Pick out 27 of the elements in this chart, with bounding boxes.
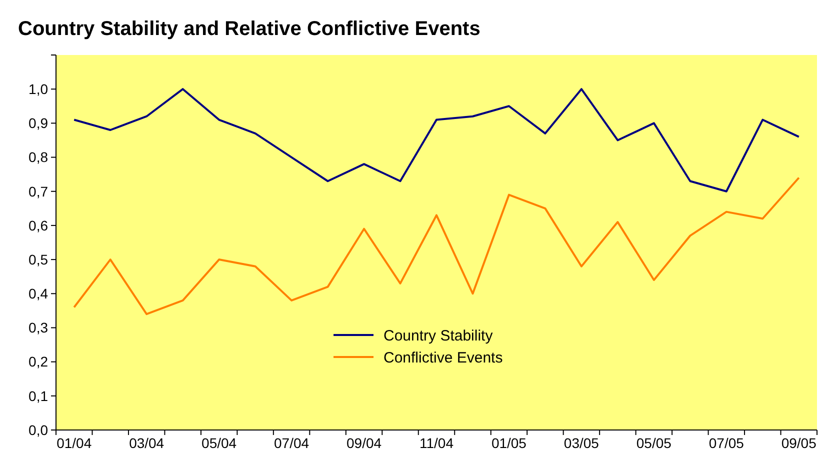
y-tick-label: 0,9: [28, 115, 48, 132]
x-tick-label: 11/04: [420, 435, 454, 450]
y-tick-label: 0,7: [28, 183, 48, 200]
x-tick-label: 05/04: [202, 435, 237, 450]
x-tick-label: 01/04: [56, 435, 92, 450]
x-tick-label: 05/05: [636, 435, 672, 450]
legend-label: Country Stability: [384, 327, 494, 344]
chart-title: Country Stability and Relative Conflictive Events: [18, 18, 480, 40]
y-tick-label: 0,4: [28, 286, 48, 302]
y-tick-label: 0,1: [28, 388, 48, 404]
x-tick-label: 09/04: [346, 435, 382, 450]
x-tick-label: 03/05: [564, 435, 600, 450]
x-tick-label: 07/04: [274, 435, 310, 450]
line-series: [73, 176, 800, 316]
x-tick-label: 01/05: [491, 435, 527, 450]
legend-label: Conflictive Events: [384, 349, 503, 366]
x-tick-label: 03/04: [129, 435, 164, 450]
y-tick-label: 0,3: [28, 320, 48, 336]
y-tick-label: 0,6: [28, 217, 48, 234]
y-tick-label: 0,8: [28, 149, 48, 166]
y-tick-label: 1,0: [28, 80, 48, 97]
x-tick-label: 09/05: [781, 435, 817, 450]
line-series: [73, 88, 800, 192]
x-tick-label: 07/05: [708, 435, 744, 450]
y-tick-label: 0,5: [28, 251, 48, 268]
y-tick-label: 0,2: [28, 354, 48, 370]
y-tick-label: 0,0: [28, 422, 48, 438]
